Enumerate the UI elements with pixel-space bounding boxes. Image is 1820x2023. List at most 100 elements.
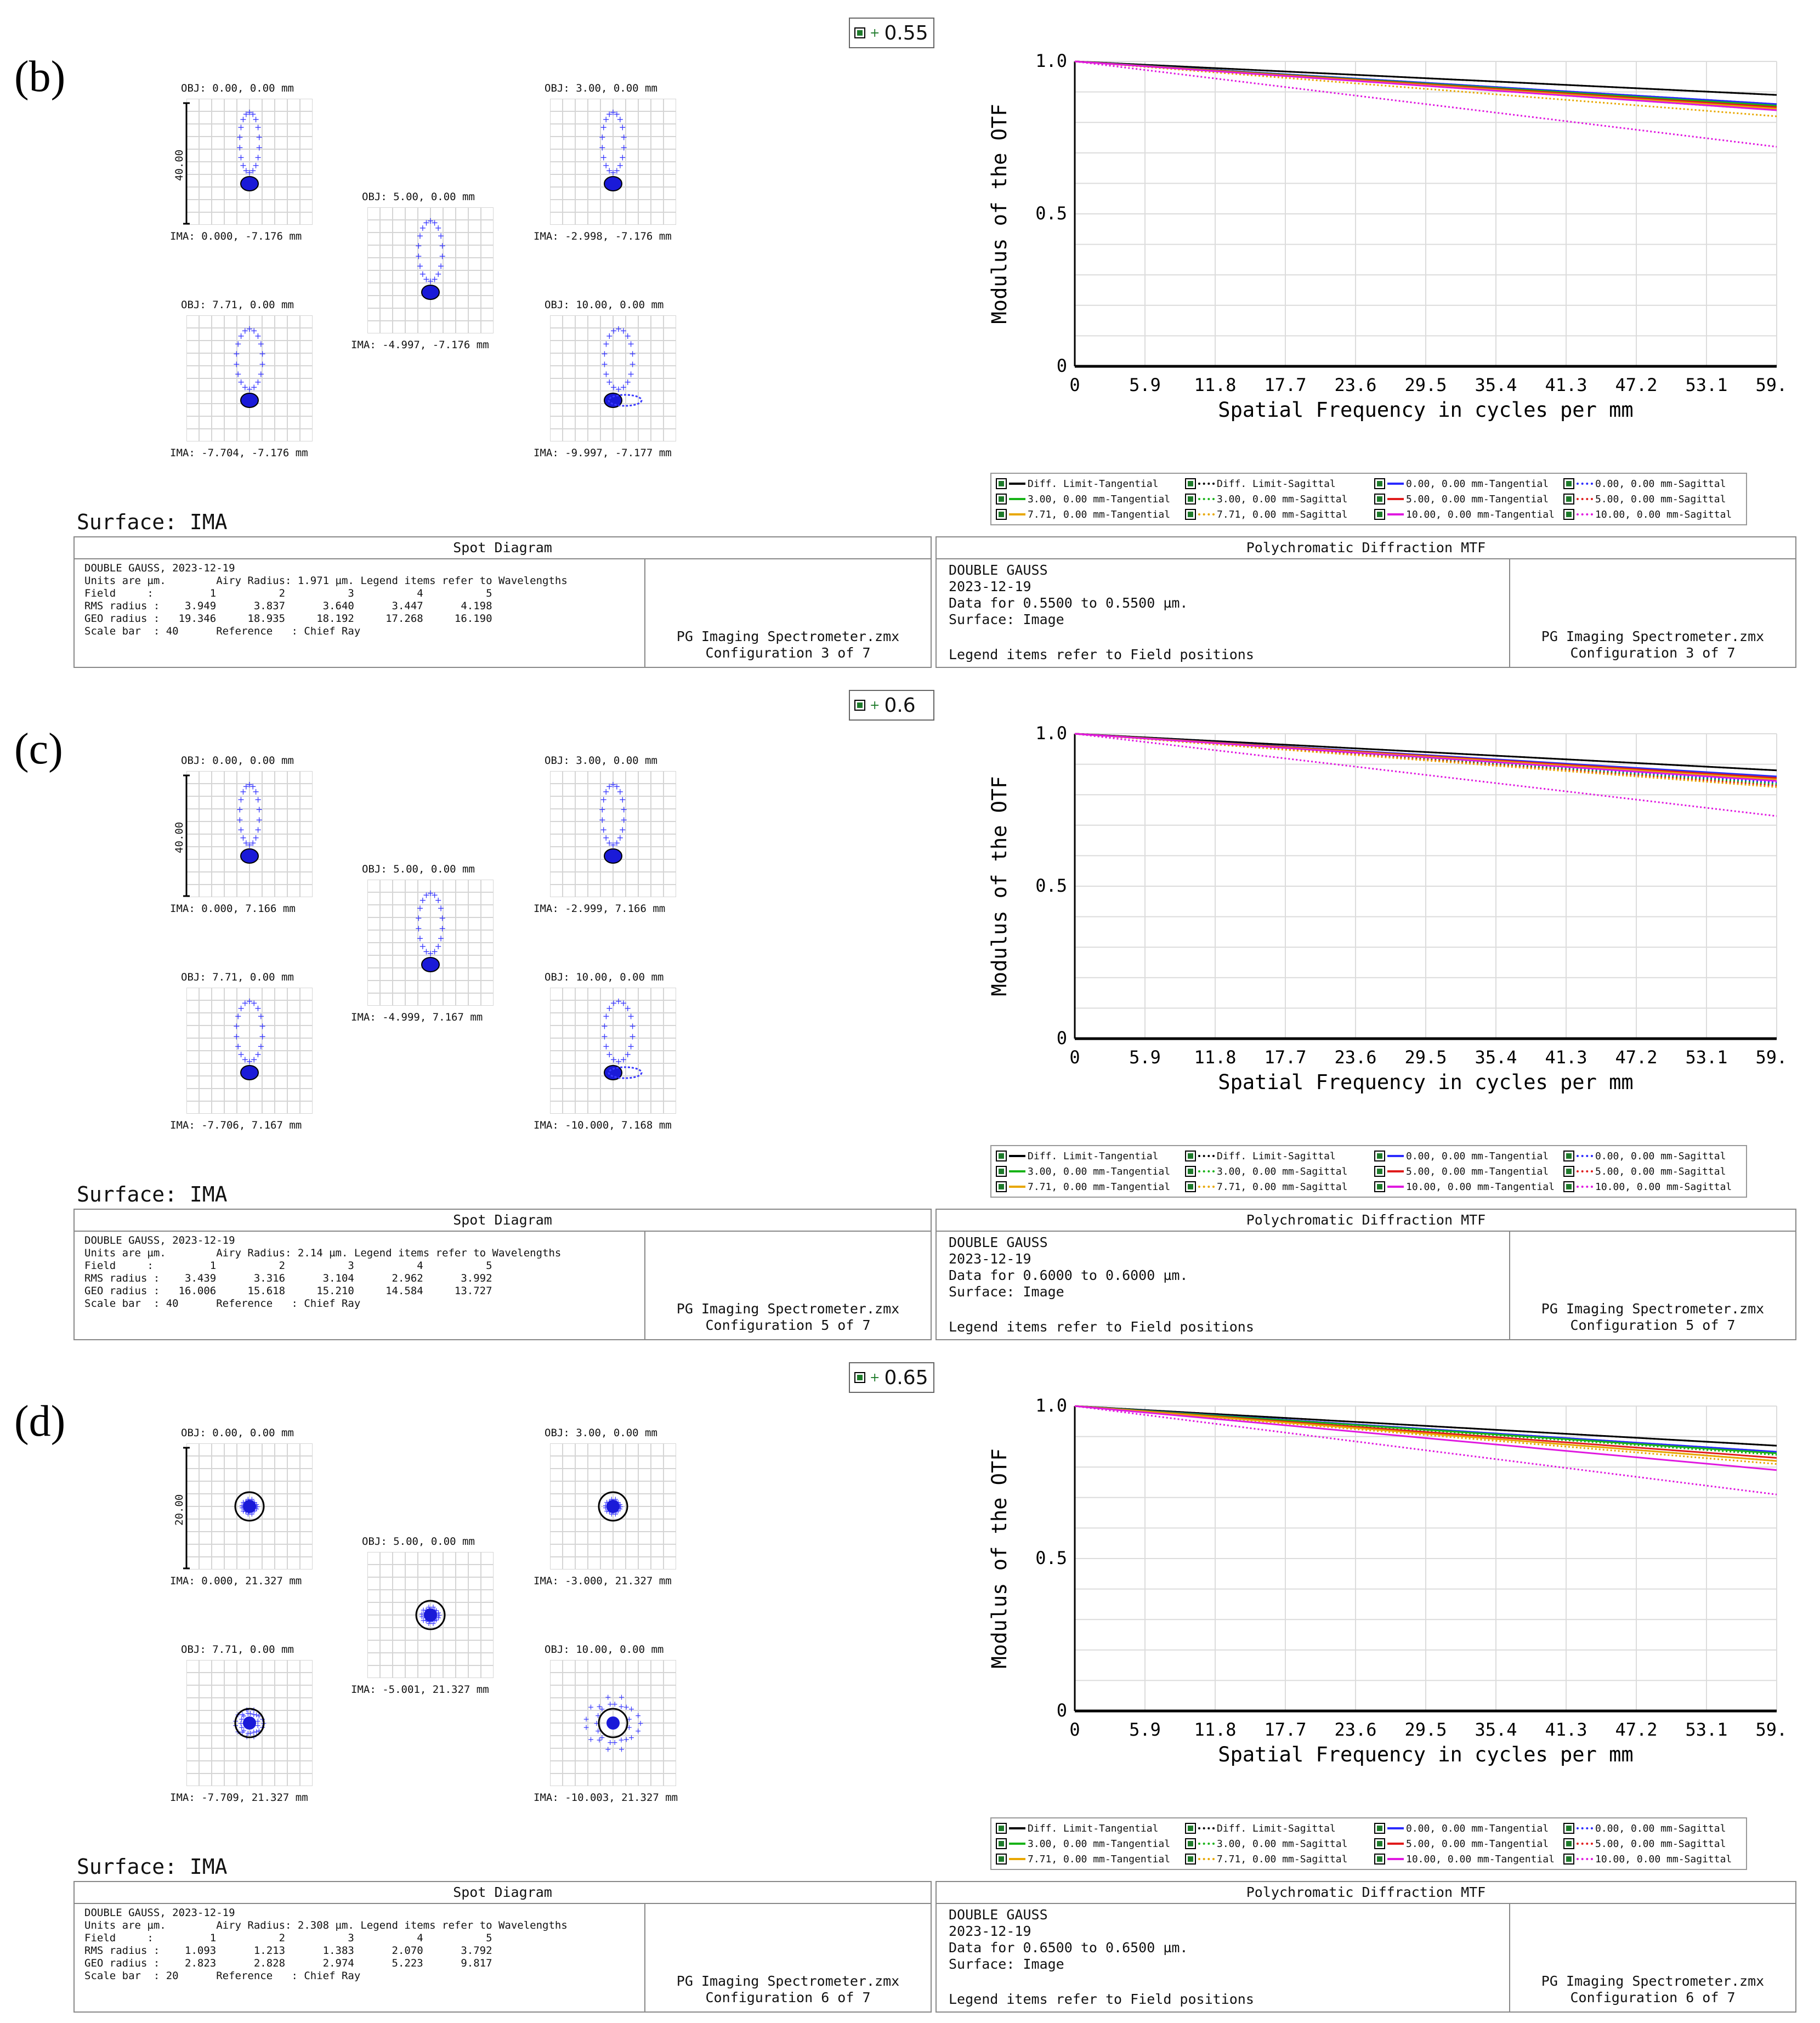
legend-item[interactable]: Diff. Limit-Sagittal [1185, 1148, 1374, 1164]
x-tick-label: 53.1 [1685, 1719, 1727, 1740]
legend-item[interactable]: 5.00, 0.00 mm-Tangential [1374, 1164, 1563, 1179]
legend-item[interactable]: 7.71, 0.00 mm-Sagittal [1185, 507, 1374, 522]
legend-item[interactable]: 7.71, 0.00 mm-Tangential [996, 1179, 1185, 1194]
checkbox-icon [1185, 478, 1196, 489]
svg-text:+: + [612, 1495, 619, 1504]
legend-item[interactable]: 10.00, 0.00 mm-Tangential [1374, 1851, 1563, 1867]
mtf-file-cell: PG Imaging Spectrometer.zmx Configuration… [1509, 558, 1795, 667]
legend-item[interactable]: 0.00, 0.00 mm-Sagittal [1563, 476, 1753, 491]
legend-item[interactable]: 7.71, 0.00 mm-Sagittal [1185, 1851, 1374, 1867]
svg-text:+: + [423, 1617, 429, 1625]
legend-item[interactable]: 3.00, 0.00 mm-Sagittal [1185, 491, 1374, 507]
svg-text:+: + [416, 261, 423, 271]
svg-text:+: + [259, 1032, 266, 1042]
x-tick-label: 11.8 [1194, 1047, 1236, 1068]
legend-item[interactable]: 10.00, 0.00 mm-Sagittal [1563, 507, 1753, 522]
y-axis-label: Modulus of the OTF [988, 104, 1011, 324]
legend-item[interactable]: Diff. Limit-Tangential [996, 476, 1185, 491]
legend-swatch [1577, 498, 1593, 500]
mtf-config: Configuration 5 of 7 [1570, 1317, 1736, 1333]
legend-item[interactable]: Diff. Limit-Tangential [996, 1821, 1185, 1836]
legend-item[interactable]: 3.00, 0.00 mm-Tangential [996, 1164, 1185, 1179]
checkbox-icon [1563, 1181, 1574, 1192]
svg-text:+: + [437, 903, 444, 914]
legend-label: 7.71, 0.00 mm-Tangential [1028, 1181, 1171, 1193]
legend-item[interactable]: 5.00, 0.00 mm-Sagittal [1563, 1164, 1753, 1179]
spot-diagram-field: OBJ: 5.00, 0.00 mm + + + + + + + + + + + + + + + + + + IMA:… [351, 191, 494, 351]
spot-info-box: Spot Diagram DOUBLE GAUSS, 2023-12-19 Unit… [73, 1881, 932, 2013]
checkbox-icon [996, 1838, 1007, 1849]
legend-swatch [1577, 1155, 1593, 1157]
legend-label: 7.71, 0.00 mm-Sagittal [1217, 1853, 1348, 1865]
checkbox-icon [1185, 494, 1196, 505]
legend-item[interactable]: 5.00, 0.00 mm-Sagittal [1563, 1836, 1753, 1851]
wavelength-badge[interactable]: +0.65 [849, 1362, 934, 1393]
legend-item[interactable]: 5.00, 0.00 mm-Tangential [1374, 1836, 1563, 1851]
legend-label: 0.00, 0.00 mm-Tangential [1406, 1822, 1549, 1834]
x-tick-label: 53.1 [1685, 375, 1727, 395]
legend-item[interactable]: 0.00, 0.00 mm-Tangential [1374, 1148, 1563, 1164]
spot-grid: ++++++++++++++++++++++++++++++ [550, 1443, 676, 1569]
svg-text:+: + [599, 132, 606, 142]
scale-bar [183, 774, 190, 897]
legend-item[interactable]: 7.71, 0.00 mm-Tangential [996, 1851, 1185, 1867]
legend-item[interactable]: 10.00, 0.00 mm-Tangential [1374, 507, 1563, 522]
svg-text:+: + [604, 1507, 610, 1516]
legend-item[interactable]: 10.00, 0.00 mm-Sagittal [1563, 1179, 1753, 1194]
svg-text:+: + [240, 1498, 247, 1507]
mtf-series-line [1074, 1405, 1777, 1462]
svg-text:+: + [430, 1619, 436, 1628]
legend-item[interactable]: 0.00, 0.00 mm-Sagittal [1563, 1821, 1753, 1836]
legend-item[interactable]: 3.00, 0.00 mm-Tangential [996, 1836, 1185, 1851]
spot-info-text: DOUBLE GAUSS, 2023-12-19 Units are µm. Ai… [84, 1234, 561, 1310]
legend-item[interactable]: 10.00, 0.00 mm-Tangential [1374, 1179, 1563, 1194]
svg-text:+: + [242, 838, 250, 848]
svg-text:+: + [617, 1505, 623, 1514]
scale-bar [183, 1447, 190, 1569]
spot-file-info: PG Imaging Spectrometer.zmx Configuration… [645, 1301, 931, 1334]
svg-text:+: + [610, 998, 617, 1008]
checkbox-icon [1374, 509, 1385, 520]
legend-item[interactable]: 0.00, 0.00 mm-Tangential [1374, 1821, 1563, 1836]
spot-obj-label: OBJ: 0.00, 0.00 mm [181, 755, 294, 767]
legend-item[interactable]: Diff. Limit-Tangential [996, 1148, 1185, 1164]
spot-rays: ++++++++++++++++++ [236, 779, 263, 864]
legend-item[interactable]: 7.71, 0.00 mm-Tangential [996, 507, 1185, 522]
svg-text:+: + [415, 923, 422, 934]
svg-text:+: + [254, 825, 262, 835]
mtf-info-text: DOUBLE GAUSS 2023-12-19 Data for 0.6500 to… [949, 1907, 1188, 1973]
legend-label: 0.00, 0.00 mm-Sagittal [1595, 1822, 1726, 1834]
legend-item[interactable]: 0.00, 0.00 mm-Tangential [1374, 476, 1563, 491]
mtf-file-info: PG Imaging Spectrometer.zmx Configuration… [1510, 628, 1795, 661]
x-tick-label: 0 [1069, 1047, 1080, 1068]
legend-label: 5.00, 0.00 mm-Tangential [1406, 1165, 1549, 1177]
figure-panel: (b) +0.55 OBJ: 0.00, 0.00 mm + + + + + + + + + + + + + +… [0, 0, 1820, 672]
wavelength-badge[interactable]: +0.55 [849, 18, 934, 48]
legend-label: Diff. Limit-Sagittal [1217, 1150, 1336, 1162]
legend-item[interactable]: 5.00, 0.00 mm-Tangential [1374, 491, 1563, 507]
spot-grid: ++++++++++++++++++ [367, 207, 494, 333]
wavelength-badge[interactable]: +0.6 [849, 690, 934, 721]
spot-obj-label: OBJ: 3.00, 0.00 mm [545, 755, 657, 767]
legend-item[interactable]: 10.00, 0.00 mm-Sagittal [1563, 1851, 1753, 1867]
legend-item[interactable]: 7.71, 0.00 mm-Sagittal [1185, 1179, 1374, 1194]
svg-text:+: + [246, 384, 253, 394]
spot-grid: ++++++++++++++++++++++++++++++ [186, 1443, 313, 1569]
svg-text:+: + [252, 786, 259, 797]
legend-item[interactable]: 0.00, 0.00 mm-Sagittal [1563, 1148, 1753, 1164]
spot-info-line: DOUBLE GAUSS, 2023-12-19 [84, 1234, 235, 1246]
legend-item[interactable]: Diff. Limit-Sagittal [1185, 1821, 1374, 1836]
spot-info-line: Units are µm. Airy Radius: 2.308 µm. Leg… [84, 1919, 568, 1931]
svg-text:+: + [418, 1612, 425, 1621]
mtf-info-line: 2023-12-19 [949, 1923, 1031, 1939]
legend-item[interactable]: Diff. Limit-Sagittal [1185, 476, 1374, 491]
legend-item[interactable]: 3.00, 0.00 mm-Sagittal [1185, 1836, 1374, 1851]
legend-item[interactable]: 5.00, 0.00 mm-Sagittal [1563, 491, 1753, 507]
spot-diagram-field: OBJ: 3.00, 0.00 mm++++++++++++++++++++++… [534, 1427, 676, 1587]
legend-item[interactable]: 3.00, 0.00 mm-Tangential [996, 491, 1185, 507]
svg-text:+: + [434, 269, 441, 279]
svg-text:+: + [606, 1049, 613, 1059]
legend-item[interactable]: 3.00, 0.00 mm-Sagittal [1185, 1164, 1374, 1179]
svg-text:+: + [599, 143, 606, 153]
legend-swatch [1387, 483, 1404, 485]
